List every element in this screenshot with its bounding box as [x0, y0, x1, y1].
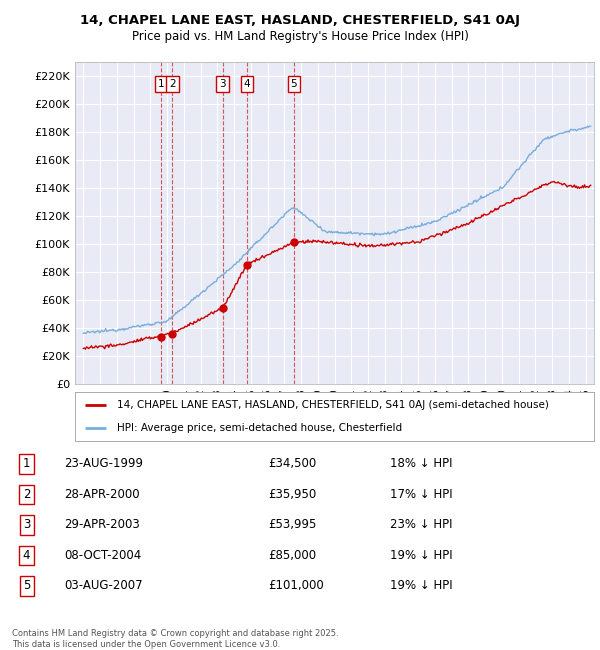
Text: 5: 5 [23, 580, 30, 593]
Text: 2: 2 [169, 79, 176, 89]
Text: HPI: Average price, semi-detached house, Chesterfield: HPI: Average price, semi-detached house,… [116, 422, 401, 432]
Text: 1: 1 [23, 458, 30, 471]
Text: £35,950: £35,950 [268, 488, 316, 500]
Text: 19% ↓ HPI: 19% ↓ HPI [391, 580, 453, 593]
Text: 23% ↓ HPI: 23% ↓ HPI [391, 519, 453, 532]
Text: 4: 4 [244, 79, 250, 89]
Text: £85,000: £85,000 [268, 549, 316, 562]
Text: Contains HM Land Registry data © Crown copyright and database right 2025.
This d: Contains HM Land Registry data © Crown c… [12, 629, 338, 649]
Text: 3: 3 [220, 79, 226, 89]
Text: 17% ↓ HPI: 17% ↓ HPI [391, 488, 453, 500]
Text: 18% ↓ HPI: 18% ↓ HPI [391, 458, 453, 471]
Text: 5: 5 [290, 79, 297, 89]
Text: £53,995: £53,995 [268, 519, 316, 532]
Text: 4: 4 [23, 549, 30, 562]
Text: 14, CHAPEL LANE EAST, HASLAND, CHESTERFIELD, S41 0AJ (semi-detached house): 14, CHAPEL LANE EAST, HASLAND, CHESTERFI… [116, 400, 548, 410]
Text: 1: 1 [158, 79, 164, 89]
Text: 28-APR-2000: 28-APR-2000 [64, 488, 140, 500]
Text: 03-AUG-2007: 03-AUG-2007 [64, 580, 143, 593]
Text: £101,000: £101,000 [268, 580, 324, 593]
Text: 2: 2 [23, 488, 30, 500]
Text: 14, CHAPEL LANE EAST, HASLAND, CHESTERFIELD, S41 0AJ: 14, CHAPEL LANE EAST, HASLAND, CHESTERFI… [80, 14, 520, 27]
Text: 3: 3 [23, 519, 30, 532]
Text: £34,500: £34,500 [268, 458, 316, 471]
Text: 08-OCT-2004: 08-OCT-2004 [64, 549, 142, 562]
Text: 19% ↓ HPI: 19% ↓ HPI [391, 549, 453, 562]
Text: Price paid vs. HM Land Registry's House Price Index (HPI): Price paid vs. HM Land Registry's House … [131, 30, 469, 43]
Text: 29-APR-2003: 29-APR-2003 [64, 519, 140, 532]
Text: 23-AUG-1999: 23-AUG-1999 [64, 458, 143, 471]
